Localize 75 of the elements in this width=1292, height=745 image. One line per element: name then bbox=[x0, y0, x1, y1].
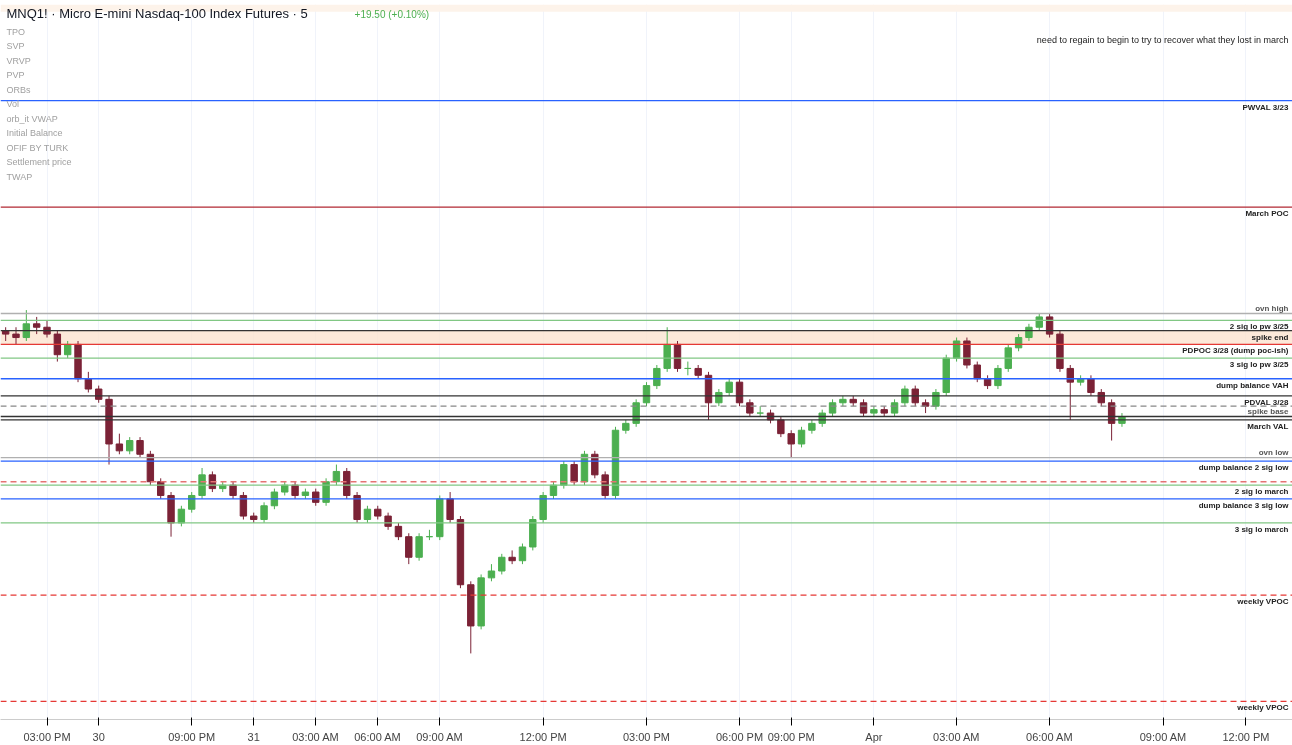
candlestick bbox=[498, 553, 506, 575]
candlestick bbox=[405, 532, 413, 565]
candlestick bbox=[601, 470, 609, 500]
candlestick bbox=[12, 326, 20, 345]
x-tick-label: 06:00 AM bbox=[1026, 730, 1073, 743]
x-tick-label: 12:00 PM bbox=[1222, 730, 1270, 743]
candlestick bbox=[994, 364, 1002, 390]
candlestick bbox=[560, 460, 568, 490]
ref-line-label: spike base bbox=[1247, 406, 1290, 416]
ref-line-label: 2 sig lo march bbox=[1234, 487, 1289, 497]
text: OFIF BY TURK bbox=[6, 142, 69, 153]
x-tick-label: 30 bbox=[92, 730, 105, 743]
x-tick-label: 06:00 PM bbox=[715, 730, 764, 743]
candlestick bbox=[415, 532, 423, 562]
x-tick-label: 09:00 AM bbox=[416, 730, 463, 743]
text: SVP bbox=[6, 41, 25, 51]
x-tick-label: Apr bbox=[865, 730, 883, 743]
candlestick bbox=[53, 330, 62, 363]
x-tick-label: 09:00 PM bbox=[168, 730, 216, 743]
ref-line-label: 3 sig lo march bbox=[1234, 524, 1289, 534]
candlestick bbox=[797, 426, 806, 448]
candlestick bbox=[1066, 364, 1074, 421]
candlestick bbox=[198, 467, 206, 500]
text: +19.50 (+0.10%) bbox=[354, 8, 430, 20]
candlestick bbox=[1004, 343, 1012, 373]
candlestick bbox=[157, 477, 165, 500]
text: ORBs bbox=[6, 84, 31, 95]
ref-line-label: 3 sig lo pw 3/25 bbox=[1229, 360, 1290, 370]
ref-line-label: spike end bbox=[1251, 332, 1289, 342]
text: Initial Balance bbox=[6, 128, 63, 138]
candlestick bbox=[446, 491, 454, 524]
x-tick-label: 03:00 AM bbox=[292, 730, 339, 743]
text: orb_it VWAP bbox=[6, 113, 58, 124]
text: TWAP bbox=[6, 171, 33, 182]
ref-line-label: PDVAL 3/28 bbox=[1244, 397, 1289, 407]
text: Vol bbox=[6, 99, 20, 109]
ref-line-label: ovn low bbox=[1258, 447, 1290, 457]
candlestick bbox=[777, 416, 785, 438]
ref-line-label: dump balance VAH bbox=[1216, 380, 1289, 390]
candlestick bbox=[570, 460, 578, 486]
x-tick-label: 12:00 PM bbox=[519, 730, 567, 743]
text: TPO bbox=[6, 26, 26, 37]
x-tick-label: 09:00 AM bbox=[1139, 730, 1187, 743]
chart-title: MNQ1! · Micro E-mini Nasdaq-100 Index Futures · 5 bbox=[6, 5, 308, 21]
ref-line-label: ovn high bbox=[1255, 303, 1289, 313]
candlestick bbox=[115, 433, 124, 455]
x-tick-label: 09:00 PM bbox=[767, 730, 815, 743]
x-tick-label: 03:00 PM bbox=[622, 730, 671, 743]
candlestick bbox=[22, 309, 31, 342]
candlestick bbox=[839, 395, 847, 407]
x-tick-label: 06:00 AM bbox=[354, 730, 401, 743]
candlestick bbox=[787, 429, 795, 459]
ref-line-label: March VAL bbox=[1247, 421, 1289, 431]
x-tick-label: 31 bbox=[247, 730, 260, 743]
text: PVP bbox=[6, 70, 25, 80]
candlestick bbox=[136, 436, 144, 459]
ref-line-label: PWVAL 3/23 bbox=[1242, 102, 1289, 112]
candlestick bbox=[973, 361, 981, 383]
ref-line-label: March POC bbox=[1245, 209, 1289, 219]
candlestick bbox=[1087, 374, 1095, 397]
text: Settlement price bbox=[6, 157, 72, 167]
x-tick-label: 03:00 PM bbox=[23, 730, 71, 743]
ref-line-label: PDPOC 3/28 (dump poc-ish) bbox=[1182, 346, 1289, 356]
candlestick bbox=[508, 549, 516, 565]
candlestick bbox=[84, 371, 93, 393]
text: need to regain to begin to try to recover what they lost in march bbox=[1036, 34, 1289, 45]
text: VRVP bbox=[6, 55, 31, 66]
ref-line-label: dump balance 3 sig low bbox=[1198, 500, 1290, 510]
ref-line-label: weekly VPOC bbox=[1236, 703, 1289, 713]
candlestick bbox=[653, 364, 661, 390]
ref-line-label: dump balance 2 sig low bbox=[1198, 463, 1290, 473]
candlestick bbox=[518, 543, 527, 565]
x-tick-label: 03:00 AM bbox=[933, 730, 980, 743]
candlestick bbox=[260, 501, 268, 524]
ref-line-label: weekly VPOC bbox=[1236, 597, 1289, 607]
